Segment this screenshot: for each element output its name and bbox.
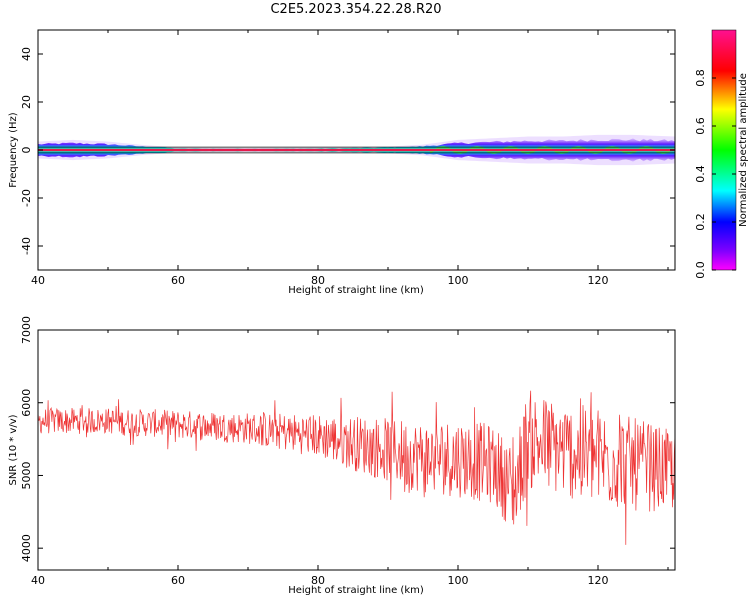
snr-x-label: Height of straight line (km) bbox=[288, 585, 424, 596]
snr-panel: 40 60 80 100 120 4000 5000 6000 7000 Height of … bbox=[8, 316, 676, 596]
spectrogram-y-tick-label: 0 bbox=[20, 147, 33, 154]
snr-y-tick-label: 5000 bbox=[20, 461, 33, 489]
spectrogram-x-tick-label: 80 bbox=[311, 274, 325, 287]
snr-x-tick-label: 60 bbox=[171, 574, 185, 587]
spectrogram-x-label: Height of straight line (km) bbox=[288, 285, 424, 296]
spectrogram-x-tick-label: 100 bbox=[448, 274, 469, 287]
snr-frame bbox=[37, 329, 676, 571]
spectrogram-panel: 40 60 80 100 120 -40 -20 0 20 40 Height of strai… bbox=[8, 29, 676, 296]
spectrogram-y-axis: -40 -20 0 20 40 bbox=[20, 47, 675, 255]
snr-x-tick-label: 120 bbox=[588, 574, 609, 587]
snr-series-line bbox=[38, 390, 675, 545]
colorbar-frame bbox=[711, 29, 737, 271]
spectrogram-x-tick-label: 60 bbox=[171, 274, 185, 287]
colorbar-tick-label: 0.8 bbox=[694, 69, 707, 87]
snr-marks bbox=[38, 390, 675, 545]
spectrogram-x-tick-label: 120 bbox=[588, 274, 609, 287]
spectrogram-y-tick-label: -40 bbox=[20, 237, 33, 255]
snr-x-tick-label: 40 bbox=[31, 574, 45, 587]
colorbar-gradient bbox=[712, 30, 736, 270]
figure-title: C2E5.2023.354.22.28.R20 bbox=[270, 2, 442, 17]
snr-x-axis: 40 60 80 100 120 bbox=[31, 330, 669, 587]
snr-x-tick-label: 100 bbox=[448, 574, 469, 587]
snr-y-tick-label: 7000 bbox=[20, 316, 33, 344]
snr-y-tick-label: 4000 bbox=[20, 534, 33, 562]
spectrogram-marks bbox=[38, 134, 675, 166]
colorbar-label: Normalized spectral amplitude bbox=[738, 73, 749, 227]
snr-x-tick-label: 80 bbox=[311, 574, 325, 587]
colorbar: 0.0 0.2 0.4 0.6 0.8 Normalized spectral ampl… bbox=[694, 29, 749, 279]
colorbar-tick-label: 0.0 bbox=[694, 261, 707, 279]
colorbar-tick-label: 0.6 bbox=[694, 117, 707, 135]
snr-y-tick-label: 6000 bbox=[20, 389, 33, 417]
spectrogram-y-tick-label: 20 bbox=[20, 95, 33, 109]
spectrogram-x-axis: 40 60 80 100 120 bbox=[31, 30, 669, 287]
colorbar-tick-label: 0.4 bbox=[694, 165, 707, 183]
spectrogram-y-label: Frequency (Hz) bbox=[8, 112, 19, 188]
snr-y-label: SNR (10 * v/v) bbox=[8, 414, 19, 485]
spectrogram-y-tick-label: -20 bbox=[20, 189, 33, 207]
colorbar-tick-label: 0.2 bbox=[694, 213, 707, 231]
spectrogram-y-tick-label: 40 bbox=[20, 47, 33, 61]
snr-y-axis: 4000 5000 6000 7000 bbox=[20, 316, 675, 562]
spectrogram-x-tick-label: 40 bbox=[31, 274, 45, 287]
colorbar-ticks: 0.0 0.2 0.4 0.6 0.8 bbox=[694, 69, 736, 279]
